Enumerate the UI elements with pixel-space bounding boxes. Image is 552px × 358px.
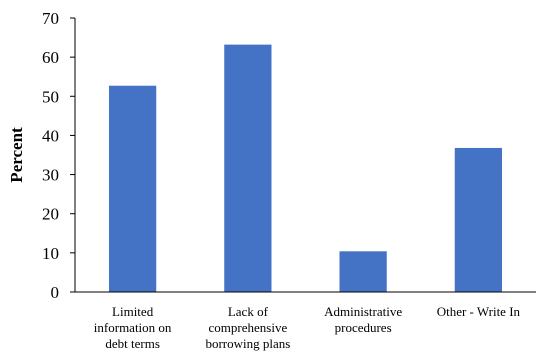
x-category-label-line: Lack of: [228, 304, 269, 319]
y-tick-label: 50: [42, 87, 59, 106]
y-axis-ticks: 0 10 20 30 40 50 60 70: [42, 9, 75, 302]
x-category-label: Lack of comprehensive borrowing plans: [205, 304, 290, 351]
bar: [224, 44, 272, 292]
x-category-label: Administrative procedures: [324, 304, 402, 335]
y-tick-label: 10: [42, 244, 59, 263]
y-tick-label: 0: [51, 283, 60, 302]
y-tick-label: 30: [42, 166, 59, 185]
y-axis-title: Percent: [7, 127, 26, 183]
x-category-label-line: information on: [94, 320, 172, 335]
y-tick-label: 40: [42, 126, 59, 145]
bars: [108, 44, 503, 293]
x-category-label-line: Other - Write In: [437, 304, 521, 319]
x-category-label-line: procedures: [335, 320, 392, 335]
y-tick-label: 20: [42, 205, 59, 224]
x-category-label: Other - Write In: [437, 304, 521, 319]
y-tick-label: 60: [42, 48, 59, 67]
x-category-label-line: Limited: [112, 304, 154, 319]
bar: [108, 85, 157, 293]
x-category-label-line: Administrative: [324, 304, 402, 319]
x-axis-labels: Limited information on debt terms Lack of co…: [94, 304, 521, 351]
x-category-label-line: borrowing plans: [205, 336, 290, 351]
x-category-label-line: comprehensive: [209, 320, 288, 335]
x-category-label: Limited information on debt terms: [94, 304, 172, 351]
bar: [454, 147, 503, 292]
y-tick-label: 70: [42, 9, 59, 28]
x-category-label-line: debt terms: [105, 336, 160, 351]
bar: [339, 251, 387, 292]
